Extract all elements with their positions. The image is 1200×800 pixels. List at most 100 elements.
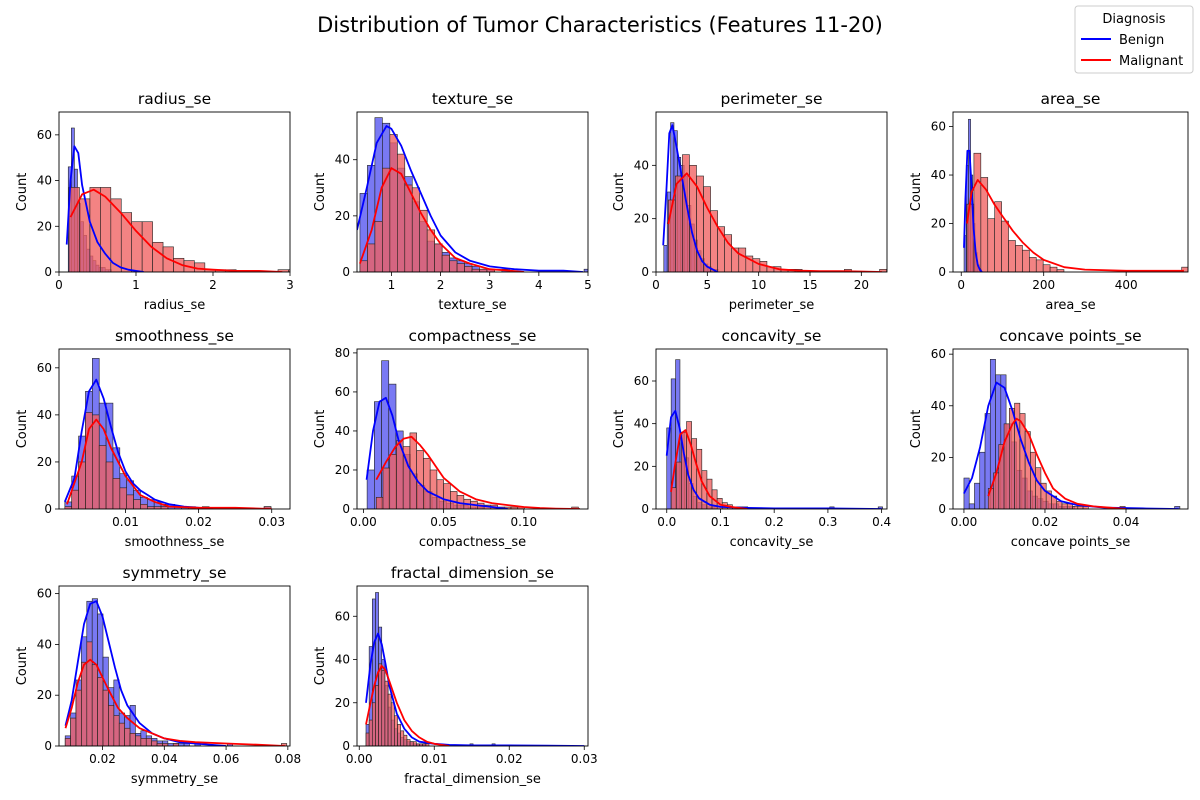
axes-frame bbox=[356, 111, 589, 273]
malignant-bar bbox=[390, 702, 395, 746]
x-tick-label: 10 bbox=[751, 278, 766, 292]
y-tick-label: 80 bbox=[335, 346, 350, 360]
malignant-bar bbox=[1042, 264, 1051, 272]
malignant-bar bbox=[449, 260, 458, 272]
legend-title: Diagnosis bbox=[1102, 12, 1165, 27]
malignant-bar bbox=[79, 198, 91, 272]
benign-bar bbox=[366, 469, 375, 509]
malignant-bar bbox=[419, 209, 428, 272]
y-tick-label: 0 bbox=[938, 265, 946, 279]
malignant-bar bbox=[1029, 257, 1037, 272]
y-tick-label: 20 bbox=[335, 696, 350, 710]
y-axis-label: Count bbox=[909, 410, 924, 449]
subplot-area_se: 0 200 400 0 20 40 60 area_se area_se Count bbox=[909, 90, 1189, 313]
malignant-kde-line bbox=[69, 188, 283, 272]
subplot-smoothness_se: 0.01 0.02 0.03 0 20 40 60 smoothness_se smoothne… bbox=[15, 327, 291, 550]
malignant-bar bbox=[404, 184, 413, 272]
benign-bar bbox=[663, 245, 668, 272]
malignant-bar bbox=[987, 218, 995, 272]
benign-kde-line bbox=[357, 125, 584, 272]
benign-kde-line bbox=[365, 396, 508, 509]
figure-title: Distribution of Tumor Characteristics (F… bbox=[317, 13, 883, 37]
x-tick-label: 20 bbox=[854, 278, 869, 292]
y-tick-label: 20 bbox=[335, 209, 350, 223]
malignant-kde-line bbox=[966, 179, 1184, 272]
y-tick-label: 60 bbox=[931, 120, 946, 134]
y-tick-label: 0 bbox=[342, 502, 350, 516]
x-tick-label: 3 bbox=[286, 278, 294, 292]
x-tick-label: 200 bbox=[1032, 278, 1055, 292]
x-tick-label: 0.05 bbox=[430, 515, 457, 529]
malignant-bar bbox=[382, 467, 391, 509]
malignant-bar bbox=[411, 187, 421, 272]
y-tick-label: 20 bbox=[37, 455, 52, 469]
y-tick-label: 40 bbox=[37, 408, 52, 422]
x-tick-label: 0.02 bbox=[496, 752, 523, 766]
malignant-bar bbox=[89, 187, 101, 272]
benign-bar bbox=[974, 482, 981, 509]
x-tick-label: 1 bbox=[132, 278, 140, 292]
malignant-bar bbox=[288, 269, 290, 272]
malignant-bar bbox=[375, 685, 379, 746]
malignant-bar bbox=[429, 469, 438, 509]
y-tick-label: 20 bbox=[37, 219, 52, 233]
malignant-bar bbox=[97, 677, 104, 746]
x-tick-label: 0.04 bbox=[1113, 515, 1140, 529]
malignant-bar bbox=[108, 705, 115, 746]
x-tick-label: 2 bbox=[437, 278, 445, 292]
x-tick-label: 0.00 bbox=[346, 752, 373, 766]
y-axis-label: Count bbox=[15, 410, 30, 449]
benign-kde-line bbox=[963, 149, 983, 272]
axes-frame bbox=[952, 111, 1189, 273]
malignant-bar bbox=[389, 134, 398, 272]
benign-kde-line bbox=[63, 378, 214, 509]
subplot-title: fractal_dimension_se bbox=[391, 564, 554, 583]
plot-area bbox=[665, 359, 883, 509]
y-tick-label: 60 bbox=[335, 385, 350, 399]
malignant-bar bbox=[120, 212, 133, 272]
legend-frame bbox=[1074, 5, 1194, 74]
x-axis-label: concavity_se bbox=[730, 535, 814, 550]
x-axis-label: area_se bbox=[1045, 298, 1095, 313]
malignant-bar bbox=[368, 719, 373, 746]
y-tick-label: 0 bbox=[938, 502, 946, 516]
y-tick-label: 20 bbox=[37, 688, 52, 702]
malignant-kde-line bbox=[987, 417, 1127, 509]
malignant-kde-line bbox=[670, 429, 748, 509]
x-tick-label: 0.03 bbox=[258, 515, 285, 529]
subplot-title: radius_se bbox=[138, 90, 211, 109]
malignant-bar bbox=[1030, 451, 1036, 509]
malignant-bar bbox=[145, 738, 152, 746]
malignant-bar bbox=[281, 743, 288, 746]
malignant-bar bbox=[152, 241, 164, 272]
x-axis-label: symmetry_se bbox=[131, 772, 218, 787]
x-axis-label: perimeter_se bbox=[729, 298, 815, 313]
malignant-bar bbox=[1015, 245, 1023, 272]
x-tick-label: 0.10 bbox=[510, 515, 537, 529]
malignant-bar bbox=[92, 414, 100, 509]
malignant-bar bbox=[131, 221, 143, 272]
malignant-bar bbox=[112, 478, 121, 509]
benign-bar bbox=[877, 506, 883, 509]
subplot-title: compactness_se bbox=[409, 327, 537, 346]
y-axis-label: Count bbox=[313, 410, 328, 449]
malignant-bar bbox=[86, 641, 93, 746]
benign-kde-line bbox=[662, 124, 719, 272]
malignant-bar bbox=[129, 733, 136, 746]
subplot-fractal_dimension_se: 0.00 0.01 0.02 0.03 0 20 40 60 fractal_dimension… bbox=[313, 564, 598, 787]
malignant-bar bbox=[124, 727, 131, 746]
y-axis-label: Count bbox=[15, 173, 30, 212]
x-tick-label: 0 bbox=[55, 278, 63, 292]
y-axis-label: Count bbox=[15, 647, 30, 686]
malignant-bar bbox=[1024, 431, 1031, 509]
malignant-bar bbox=[365, 732, 370, 746]
malignant-bar bbox=[1008, 240, 1016, 272]
plot-area bbox=[64, 598, 288, 746]
malignant-bar bbox=[81, 661, 88, 746]
y-tick-label: 0 bbox=[44, 502, 52, 516]
x-axis-label: compactness_se bbox=[419, 535, 526, 550]
malignant-bar bbox=[160, 506, 169, 509]
x-tick-label: 0.01 bbox=[112, 515, 139, 529]
malignant-bar bbox=[151, 740, 158, 746]
